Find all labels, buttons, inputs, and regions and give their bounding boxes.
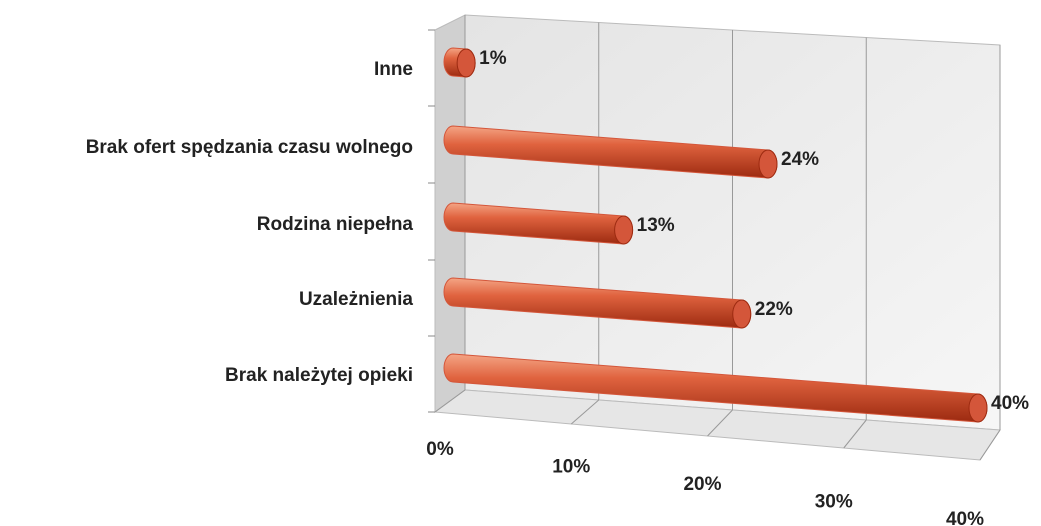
grid-line	[570, 399, 600, 425]
grid-line	[707, 409, 733, 437]
category-label: Inne	[374, 59, 413, 80]
category-label: Brak należytej opieki	[225, 365, 413, 386]
x-tick-label: 10%	[552, 457, 590, 478]
value-label: 22%	[755, 299, 793, 320]
grid-line	[434, 389, 466, 413]
grid-line	[979, 429, 1001, 461]
grid-line	[843, 419, 867, 449]
x-tick-label: 0%	[426, 439, 454, 460]
bar-cap	[732, 299, 752, 329]
x-tick-label: 20%	[683, 474, 721, 495]
category-label: Brak ofert spędzania czasu wolnego	[86, 137, 413, 158]
value-label: 13%	[637, 215, 675, 236]
category-label: Uzależnienia	[299, 289, 413, 310]
bar-cap	[968, 393, 988, 423]
x-tick-label: 30%	[815, 492, 853, 513]
bar-cap	[758, 149, 778, 179]
value-label: 1%	[479, 48, 507, 69]
x-tick-label: 40%	[946, 509, 984, 526]
bar-cap	[456, 48, 476, 78]
bar-cap	[614, 215, 634, 245]
value-label: 40%	[991, 393, 1029, 414]
category-label: Rodzina niepełna	[257, 214, 414, 235]
value-label: 24%	[781, 149, 819, 170]
